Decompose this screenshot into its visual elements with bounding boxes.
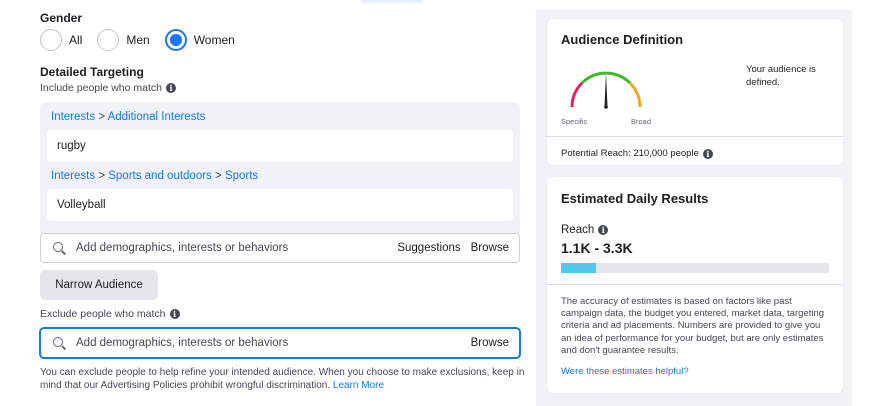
gender-radio-group: All Men Women [40,29,250,51]
info-icon[interactable]: i [598,225,609,235]
browse-button[interactable]: Browse [470,242,509,254]
info-icon[interactable]: i [169,309,180,319]
gauge-specific-label: Specific [561,117,588,126]
reach-progress-fill [561,263,596,273]
gender-radio-women[interactable] [164,29,187,51]
exclude-label: Exclude people who match [40,308,166,320]
search-icon [53,336,66,350]
reach-value: 1.1K - 3.3K [561,240,633,256]
exclude-label-row: Exclude people who match i [40,308,180,320]
breadcrumb-link-additional-interests[interactable]: Additional Interests [107,111,206,123]
search-icon [53,241,66,255]
gender-radio-all[interactable] [40,29,62,51]
narrow-audience-button[interactable]: Narrow Audience [40,270,158,300]
include-label: Include people who match [40,82,162,94]
reach-label-row: Reach i [561,224,609,236]
audience-status-text: Your audience is defined. [746,64,816,88]
breadcrumb-link-sports-and-outdoors[interactable]: Sports and outdoors [108,170,212,182]
include-targeting-box: Interests > Additional Interests rugby I… [40,102,520,236]
info-icon[interactable]: i [166,83,176,93]
exclusion-help-copy: You can exclude people to help refine yo… [40,367,525,391]
breadcrumb-separator: > [215,170,222,182]
exclude-search-field: Browse [40,328,520,358]
targeting-panel: Gender All Men Women Detailed Targeting … [30,0,530,406]
estimates-helpful-link[interactable]: Were these estimates helpful? [561,366,689,377]
breadcrumb: Interests > Additional Interests [51,111,205,123]
detailed-targeting-title: Detailed Targeting [40,65,144,79]
info-icon[interactable]: i [702,148,713,159]
audience-definition-title: Audience Definition [561,32,684,47]
breadcrumb-separator: > [98,170,106,182]
divider [547,284,843,285]
exclusion-help-text: You can exclude people to help refine yo… [40,366,526,392]
include-search-field: Suggestions Browse [40,233,520,263]
summary-sidebar: Audience Definition Specific Broad Your … [536,10,852,406]
targeting-item-volleyball[interactable]: Volleyball [47,189,513,221]
audience-gauge-icon [570,71,642,109]
exclude-browse-button[interactable]: Browse [470,337,509,349]
gender-label-women: Women [193,33,235,47]
include-label-row: Include people who match i [40,82,176,94]
audience-definition-card: Audience Definition Specific Broad Your … [547,19,843,165]
gender-label-men: Men [126,33,150,47]
include-search-input[interactable] [76,242,398,254]
gender-radio-men[interactable] [97,29,120,51]
potential-reach-text: Potential Reach: 210,000 people [561,148,699,159]
breadcrumb-link-interests[interactable]: Interests [51,111,96,123]
divider [547,136,843,137]
learn-more-link[interactable]: Learn More [332,380,385,391]
suggestions-button[interactable]: Suggestions [397,242,461,254]
gender-label-all: All [69,33,83,47]
breadcrumb-separator: > [98,111,106,123]
gender-label: Gender [40,11,83,25]
estimated-daily-results-card: Estimated Daily Results Reach i 1.1K - 3… [547,177,843,393]
breadcrumb-link-sports[interactable]: Sports [224,170,259,182]
breadcrumb: Interests > Sports and outdoors > Sports [51,170,258,182]
targeting-item-rugby[interactable]: rugby [47,130,513,162]
gauge-broad-label: Broad [631,117,652,126]
potential-reach-row: Potential Reach: 210,000 people i [561,147,713,160]
reach-label: Reach [561,224,595,236]
breadcrumb-link-interests[interactable]: Interests [51,170,96,182]
estimate-disclaimer: The accuracy of estimates is based on fa… [561,296,825,356]
exclude-search-input[interactable] [76,337,471,349]
top-tab-indicator [362,0,422,3]
daily-results-title: Estimated Daily Results [561,191,709,206]
reach-progress-bar [561,263,829,273]
